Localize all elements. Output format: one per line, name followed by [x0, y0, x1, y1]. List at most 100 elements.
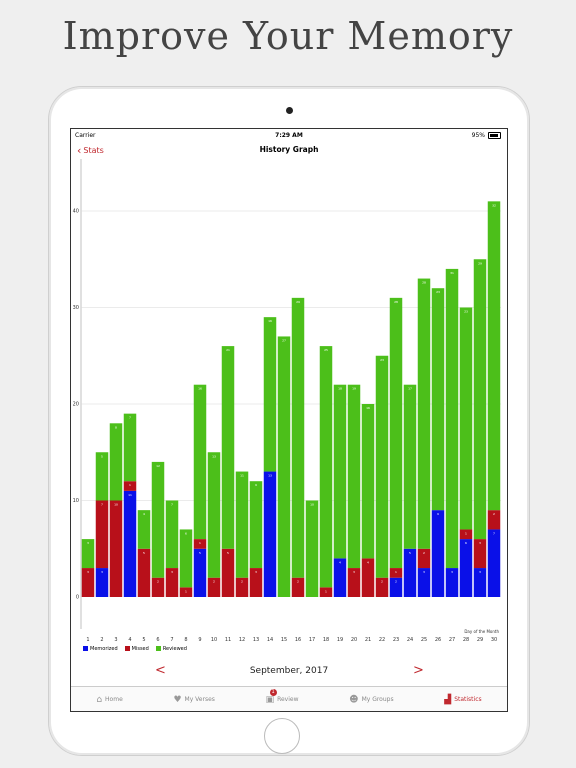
promo-headline: Improve Your Memory [62, 14, 514, 58]
bar-value-label: 3 [479, 541, 481, 545]
tab-label: Statistics [454, 696, 482, 703]
chart-legend: Memorized Missed Reviewed [83, 646, 187, 652]
home-hardware-button[interactable] [264, 718, 300, 754]
bar-value-label: 23 [380, 358, 384, 362]
bar-value-label: 10 [310, 503, 314, 507]
x-tick-label: 23 [393, 637, 399, 643]
bar-segment [109, 500, 123, 597]
bar-segment [473, 539, 487, 569]
bar-segment [95, 452, 109, 501]
bar-value-label: 28 [422, 281, 426, 285]
bar-segment [459, 307, 473, 530]
bar-value-label: 6 [185, 531, 187, 535]
bar-segment [445, 568, 459, 597]
bar-value-label: 8 [115, 425, 117, 429]
legend-missed: Missed [124, 646, 149, 652]
bar-segment [95, 568, 109, 597]
tab-my-verses[interactable]: ♥ My Verses [173, 695, 214, 705]
tab-label: My Verses [184, 696, 215, 703]
x-tick-label: 13 [253, 637, 259, 643]
camera-dot [286, 107, 293, 114]
back-button[interactable]: ‹ Stats [77, 144, 104, 157]
bar-segment [207, 577, 221, 597]
bar-value-label: 1 [185, 589, 187, 593]
bar-value-label: 13 [212, 454, 216, 458]
bar-value-label: 1 [129, 483, 131, 487]
bar-value-label: 5 [409, 551, 411, 555]
x-tick-label: 2 [100, 637, 103, 643]
month-label: September, 2017 [249, 666, 329, 676]
people-icon: ☻ [349, 694, 359, 705]
bar-segment [249, 568, 263, 597]
next-month-button[interactable]: > [413, 663, 424, 678]
bar-value-label: 3 [423, 570, 425, 574]
bar-segment [417, 278, 431, 549]
tab-statistics[interactable]: ▟ Statistics [444, 695, 481, 705]
bar-value-label: 1 [325, 589, 327, 593]
bar-segment [375, 577, 389, 597]
tab-review[interactable]: ▣ 1 Review [266, 688, 299, 705]
tab-home[interactable]: ⌂ Home [96, 695, 122, 705]
x-tick-label: 12 [239, 637, 245, 643]
bar-segment [473, 259, 487, 540]
tab-my-groups[interactable]: ☻ My Groups [349, 695, 393, 705]
x-tick-label: 1 [86, 637, 89, 643]
bar-value-label: 5 [227, 551, 229, 555]
bar-value-label: 17 [408, 387, 412, 391]
legend-memorized: Memorized [83, 646, 118, 652]
bar-value-label: 3 [87, 570, 89, 574]
x-tick-label: 22 [379, 637, 385, 643]
bar-value-label: 2 [297, 580, 299, 584]
month-navigator: < September, 2017 > [71, 661, 507, 681]
bar-value-label: 2 [241, 580, 243, 584]
bar-segment [347, 384, 361, 569]
bar-segment [403, 384, 417, 549]
bar-segment [81, 539, 95, 569]
bar-segment [235, 471, 249, 578]
bar-segment [165, 500, 179, 569]
x-tick-label: 7 [170, 637, 173, 643]
bar-segment [123, 413, 137, 482]
bar-value-label: 3 [255, 570, 257, 574]
bar-segment [277, 336, 291, 597]
review-badge: 1 [269, 688, 277, 696]
bar-segment [361, 404, 375, 559]
heart-book-icon: ♥ [173, 694, 182, 705]
tab-bar: ⌂ Home ♥ My Verses ▣ 1 Review ☻ My Group… [71, 686, 507, 711]
prev-month-button[interactable]: < [155, 663, 166, 678]
bar-segment [459, 539, 473, 597]
bar-value-label: 12 [156, 464, 160, 468]
bar-segment [417, 548, 431, 569]
x-tick-label: 6 [156, 637, 159, 643]
status-bar: Carrier 7:29 AM 95% [71, 129, 507, 141]
x-axis-label: Day of the Month [464, 629, 499, 634]
bar-value-label: 16 [198, 387, 202, 391]
x-tick-label: 4 [128, 637, 131, 643]
tab-label: Home [105, 696, 123, 703]
bar-value-label: 6 [465, 541, 467, 545]
bar-value-label: 25 [324, 348, 328, 352]
bar-segment [487, 529, 501, 597]
x-tick-label: 27 [449, 637, 455, 643]
page-title: History Graph [259, 145, 319, 154]
bar-value-label: 5 [199, 551, 201, 555]
bar-segment [333, 384, 347, 559]
y-tick-label: 0 [76, 595, 79, 601]
chart-icon: ▟ [444, 694, 452, 705]
bar-value-label: 29 [296, 300, 300, 304]
bar-value-label: 3 [353, 570, 355, 574]
x-tick-label: 17 [309, 637, 315, 643]
bar-value-label: 2 [213, 580, 215, 584]
bar-value-label: 2 [381, 580, 383, 584]
bar-segment [137, 548, 151, 597]
bar-segment [109, 423, 123, 501]
bar-segment [263, 317, 277, 472]
battery-icon [488, 132, 501, 139]
bar-value-label: 32 [492, 203, 496, 207]
tab-label: Review [277, 696, 299, 703]
bar-value-label: 16 [268, 319, 272, 323]
bar-value-label: 11 [240, 474, 244, 478]
bar-segment [235, 577, 249, 597]
bar-segment [123, 481, 137, 491]
bar-value-label: 2 [493, 512, 495, 516]
